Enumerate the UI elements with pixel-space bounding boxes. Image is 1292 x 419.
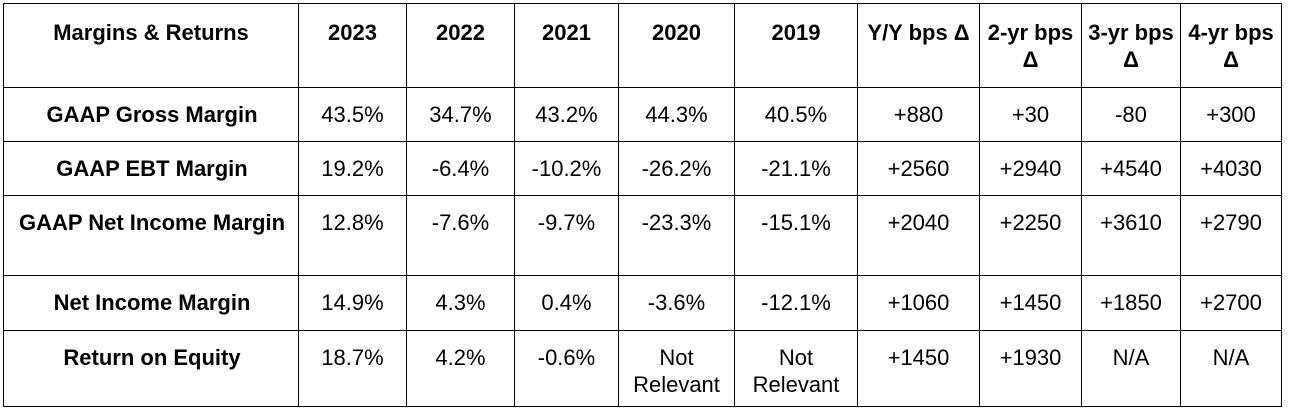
table-cell: Not Relevant [618, 330, 735, 407]
table-cell: +30 [979, 87, 1082, 142]
table-cell: -6.4% [406, 141, 515, 196]
table-cell: +4540 [1081, 141, 1181, 196]
table-cell: +2790 [1180, 195, 1282, 276]
table-cell: -10.2% [514, 141, 619, 196]
table-cell: +3610 [1081, 195, 1181, 276]
table-cell: +2560 [857, 141, 980, 196]
table-cell: +2700 [1180, 275, 1282, 331]
header-cell-2020: 2020 [618, 3, 735, 88]
table-cell: +2940 [979, 141, 1082, 196]
table-cell: 43.2% [514, 87, 619, 142]
row-label-return-on-equity: Return on Equity [3, 330, 299, 407]
table-cell: -26.2% [618, 141, 735, 196]
table-cell: +1060 [857, 275, 980, 331]
table-cell: -12.1% [734, 275, 858, 331]
row-label-net-income-margin: Net Income Margin [3, 275, 299, 331]
table-cell: N/A [1081, 330, 1181, 407]
table-cell: -15.1% [734, 195, 858, 276]
table-cell: -3.6% [618, 275, 735, 331]
table-cell: -0.6% [514, 330, 619, 407]
table-cell: Not Relevant [734, 330, 858, 407]
table-cell: +1450 [979, 275, 1082, 331]
table-cell: N/A [1180, 330, 1282, 407]
table-cell: 0.4% [514, 275, 619, 331]
table-cell: 12.8% [298, 195, 407, 276]
table-row: Net Income Margin 14.9% 4.3% 0.4% -3.6% … [3, 275, 1282, 331]
table-cell: -80 [1081, 87, 1181, 142]
table-cell: +1850 [1081, 275, 1181, 331]
margins-returns-table-container: Margins & Returns 2023 2022 2021 2020 20… [3, 3, 1282, 407]
table-cell: +1930 [979, 330, 1082, 407]
table-cell: -7.6% [406, 195, 515, 276]
table-row: Return on Equity 18.7% 4.2% -0.6% Not Re… [3, 330, 1282, 407]
table-cell: -9.7% [514, 195, 619, 276]
table-cell: 4.2% [406, 330, 515, 407]
table-cell: 43.5% [298, 87, 407, 142]
header-cell-3yr-bps-delta: 3-yr bps Δ [1081, 3, 1181, 88]
table-header-row: Margins & Returns 2023 2022 2021 2020 20… [3, 3, 1282, 88]
header-cell-2021: 2021 [514, 3, 619, 88]
header-cell-metric: Margins & Returns [3, 3, 299, 88]
table-cell: -23.3% [618, 195, 735, 276]
table-cell: 34.7% [406, 87, 515, 142]
table-cell: +2040 [857, 195, 980, 276]
table-row: GAAP Net Income Margin 12.8% -7.6% -9.7%… [3, 195, 1282, 276]
header-cell-4yr-bps-delta: 4-yr bps Δ [1180, 3, 1282, 88]
header-cell-2023: 2023 [298, 3, 407, 88]
header-cell-2022: 2022 [406, 3, 515, 88]
row-label-gaap-ebt-margin: GAAP EBT Margin [3, 141, 299, 196]
table-row: GAAP Gross Margin 43.5% 34.7% 43.2% 44.3… [3, 87, 1282, 142]
row-label-gaap-gross-margin: GAAP Gross Margin [3, 87, 299, 142]
table-row: GAAP EBT Margin 19.2% -6.4% -10.2% -26.2… [3, 141, 1282, 196]
table-cell: 40.5% [734, 87, 858, 142]
table-cell: +2250 [979, 195, 1082, 276]
table-cell: +300 [1180, 87, 1282, 142]
table-cell: 4.3% [406, 275, 515, 331]
header-cell-2yr-bps-delta: 2-yr bps Δ [979, 3, 1082, 88]
table-cell: +880 [857, 87, 980, 142]
margins-returns-table: Margins & Returns 2023 2022 2021 2020 20… [3, 3, 1282, 407]
header-cell-2019: 2019 [734, 3, 858, 88]
table-cell: +4030 [1180, 141, 1282, 196]
table-cell: 44.3% [618, 87, 735, 142]
table-cell: -21.1% [734, 141, 858, 196]
table-cell: 19.2% [298, 141, 407, 196]
table-cell: +1450 [857, 330, 980, 407]
table-cell: 18.7% [298, 330, 407, 407]
table-cell: 14.9% [298, 275, 407, 331]
row-label-gaap-net-income-margin: GAAP Net Income Margin [3, 195, 299, 276]
header-cell-yy-bps-delta: Y/Y bps Δ [857, 3, 980, 88]
